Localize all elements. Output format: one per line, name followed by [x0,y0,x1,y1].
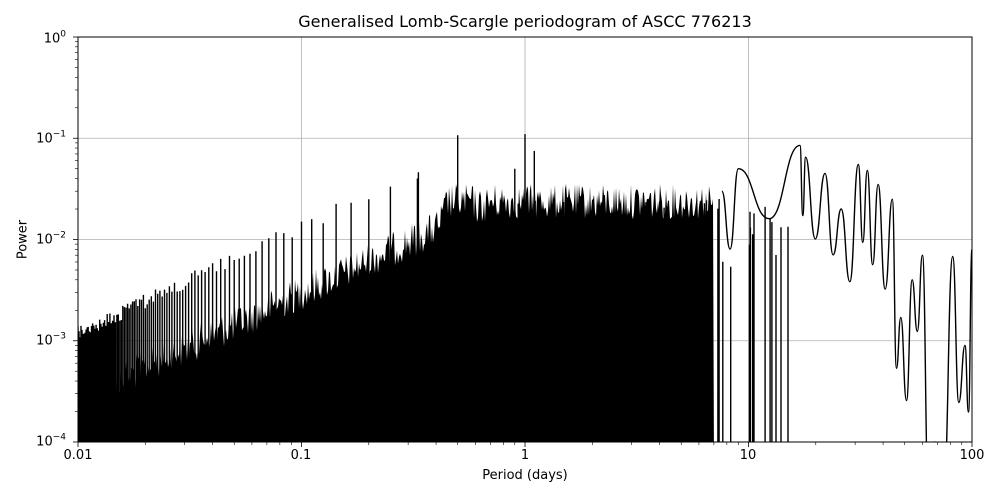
periodogram-line [721,144,972,442]
x-tick-label: 0.01 [63,448,93,463]
y-tick-label: 100 [43,29,66,47]
major-ticks [73,36,973,447]
x-tick-label: 100 [959,448,985,463]
periodogram-spikes [78,134,789,442]
x-tick-label: 0.1 [290,448,312,463]
plot-frame [77,36,973,443]
y-axis-label: Power [15,219,31,260]
x-axis-label: Period (days) [482,468,568,483]
chart-title: Generalised Lomb-Scargle periodogram of … [298,12,752,31]
y-tick-label: 10−2 [36,230,66,248]
y-tick-label: 10−4 [36,432,66,450]
y-tick-label: 10−3 [36,331,66,349]
y-tick-label: 10−1 [36,129,66,147]
x-tick-label: 10 [739,448,757,463]
x-tick-label: 1 [520,448,530,463]
